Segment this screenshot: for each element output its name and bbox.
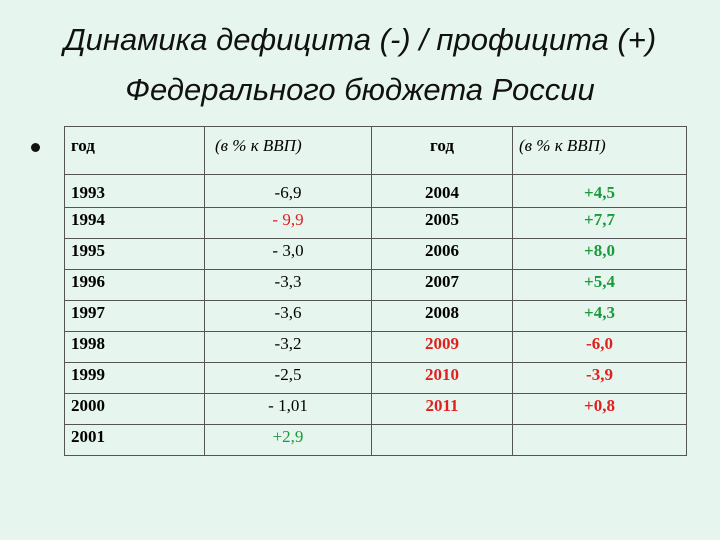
header-gdp-share-2: (в % к ВВП) xyxy=(512,126,687,175)
cell-val1: -6,9 xyxy=(204,174,372,208)
table-row: 2001 +2,9 xyxy=(64,424,687,456)
cell-year2: 2007 xyxy=(371,269,513,301)
cell-year2: 2004 xyxy=(371,174,513,208)
cell-val2: +4,3 xyxy=(512,300,687,332)
cell-year1: 1996 xyxy=(64,269,205,301)
cell-val1: -3,3 xyxy=(204,269,372,301)
cell-val2: +0,8 xyxy=(512,393,687,425)
budget-table: год (в % к ВВП) год (в % к ВВП) 1993 -6,9… xyxy=(64,126,687,456)
header-year-2: год xyxy=(371,126,513,175)
cell-val2: -6,0 xyxy=(512,331,687,363)
cell-val1: -3,2 xyxy=(204,331,372,363)
header-gdp-share-1: (в % к ВВП) xyxy=(204,126,372,175)
table-header-row: год (в % к ВВП) год (в % к ВВП) xyxy=(64,126,687,175)
cell-year2: 2005 xyxy=(371,207,513,239)
cell-year1: 1994 xyxy=(64,207,205,239)
table-row: 1998 -3,2 2009 -6,0 xyxy=(64,331,687,363)
table-row: 2000- 1,01 2011 +0,8 xyxy=(64,393,687,425)
cell-year2: 2010 xyxy=(371,362,513,394)
cell-val1: - 9,9 xyxy=(204,207,372,239)
bullet-dot-icon xyxy=(31,143,40,152)
header-year-1: год xyxy=(64,126,205,175)
cell-val1: -3,6 xyxy=(204,300,372,332)
cell-val1: - 1,01 xyxy=(204,393,372,425)
cell-year1: 2001 xyxy=(64,424,205,456)
cell-year1: 1999 xyxy=(64,362,205,394)
cell-year2: 2009 xyxy=(371,331,513,363)
cell-year2: 2006 xyxy=(371,238,513,270)
table-row: 1993 -6,9 2004 +4,5 xyxy=(64,174,687,208)
cell-val1: - 3,0 xyxy=(204,238,372,270)
cell-val1: +2,9 xyxy=(204,424,372,456)
table-row: 1999 -2,5 2010 -3,9 xyxy=(64,362,687,394)
cell-val2: -3,9 xyxy=(512,362,687,394)
table-row: 1995- 3,0 2006 +8,0 xyxy=(64,238,687,270)
cell-val2: +5,4 xyxy=(512,269,687,301)
cell-year2 xyxy=(371,424,513,456)
cell-year1: 2000 xyxy=(64,393,205,425)
slide-title-line-1: Динамика дефицита (-) / профицита (+) xyxy=(63,22,657,57)
cell-year1: 1995 xyxy=(64,238,205,270)
cell-year2: 2011 xyxy=(371,393,513,425)
cell-val2 xyxy=(512,424,687,456)
table-body: 1993 -6,9 2004 +4,5 1994- 9,9 2005 +7,7 1995- 3… xyxy=(64,174,687,456)
cell-year1: 1998 xyxy=(64,331,205,363)
cell-val2: +7,7 xyxy=(512,207,687,239)
cell-val1: -2,5 xyxy=(204,362,372,394)
cell-year1: 1993 xyxy=(64,174,205,208)
cell-year1: 1997 xyxy=(64,300,205,332)
table-row: 1994- 9,9 2005 +7,7 xyxy=(64,207,687,239)
cell-val2: +4,5 xyxy=(512,174,687,208)
cell-val2: +8,0 xyxy=(512,238,687,270)
cell-year2: 2008 xyxy=(371,300,513,332)
table-row: 1997 -3,6 2008 +4,3 xyxy=(64,300,687,332)
table-row: 1996 -3,3 2007 +5,4 xyxy=(64,269,687,301)
slide-title-line-2: Федерального бюджета России xyxy=(125,72,595,107)
